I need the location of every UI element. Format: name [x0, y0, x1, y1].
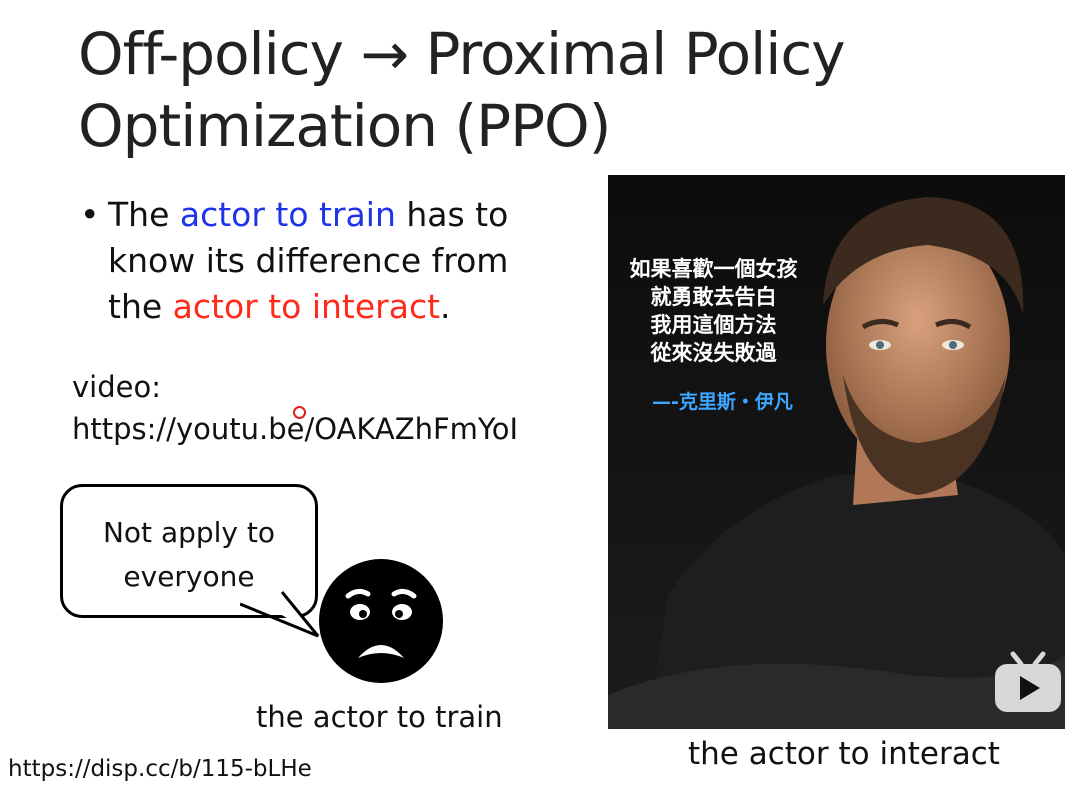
- quote-line-2: 就勇敢去告白: [650, 285, 777, 309]
- bubble-line-2: everyone: [123, 560, 255, 593]
- video-label: video:: [72, 370, 161, 404]
- quote-attribution: —-克里斯・伊凡: [652, 391, 793, 413]
- quote-line-4: 從來沒失敗過: [650, 341, 777, 365]
- bullet-line-2: know its difference from: [108, 241, 509, 280]
- photo-quote: 如果喜歡一個女孩 就勇敢去告白 我用這個方法 從來沒失敗過: [626, 255, 801, 367]
- bubble-line-1: Not apply to: [102, 516, 276, 549]
- actor-photo: 如果喜歡一個女孩 就勇敢去告白 我用這個方法 從來沒失敗過 —-克里斯・伊凡: [608, 175, 1065, 729]
- quote-line-3: 我用這個方法: [650, 313, 777, 337]
- pointer-cursor-icon: [293, 406, 306, 419]
- footer-source-link[interactable]: https://disp.cc/b/115-bLHe: [8, 756, 312, 782]
- bullet-point: • The actor to train has to know its dif…: [80, 192, 580, 330]
- angry-face-icon: [319, 559, 443, 683]
- bubble-text: Not apply to everyone: [63, 511, 315, 599]
- bullet-line-3-pre: the: [108, 287, 173, 326]
- bullet-text: The actor to train has to know its diffe…: [108, 192, 580, 330]
- bullet-marker: •: [80, 195, 100, 234]
- actor-to-train-highlight: actor to train: [179, 195, 396, 234]
- bullet-line-3-post: .: [440, 287, 451, 326]
- title-line-1: Off-policy → Proximal Policy: [78, 20, 846, 88]
- bullet-text-3: has to: [395, 195, 509, 234]
- slide-title: Off-policy → Proximal Policy Optimizatio…: [78, 18, 898, 162]
- bullet-text-1: The: [108, 195, 180, 234]
- caption-actor-to-train: the actor to train: [256, 700, 503, 734]
- speech-bubble-tail: [240, 591, 320, 638]
- portrait-illustration: [608, 175, 1065, 729]
- quote-line-1: 如果喜歡一個女孩: [629, 257, 798, 281]
- title-line-2: Optimization (PPO): [78, 92, 611, 160]
- actor-to-interact-highlight: actor to interact: [172, 287, 441, 326]
- caption-actor-to-interact: the actor to interact: [688, 736, 1000, 772]
- play-button-icon[interactable]: [993, 650, 1063, 714]
